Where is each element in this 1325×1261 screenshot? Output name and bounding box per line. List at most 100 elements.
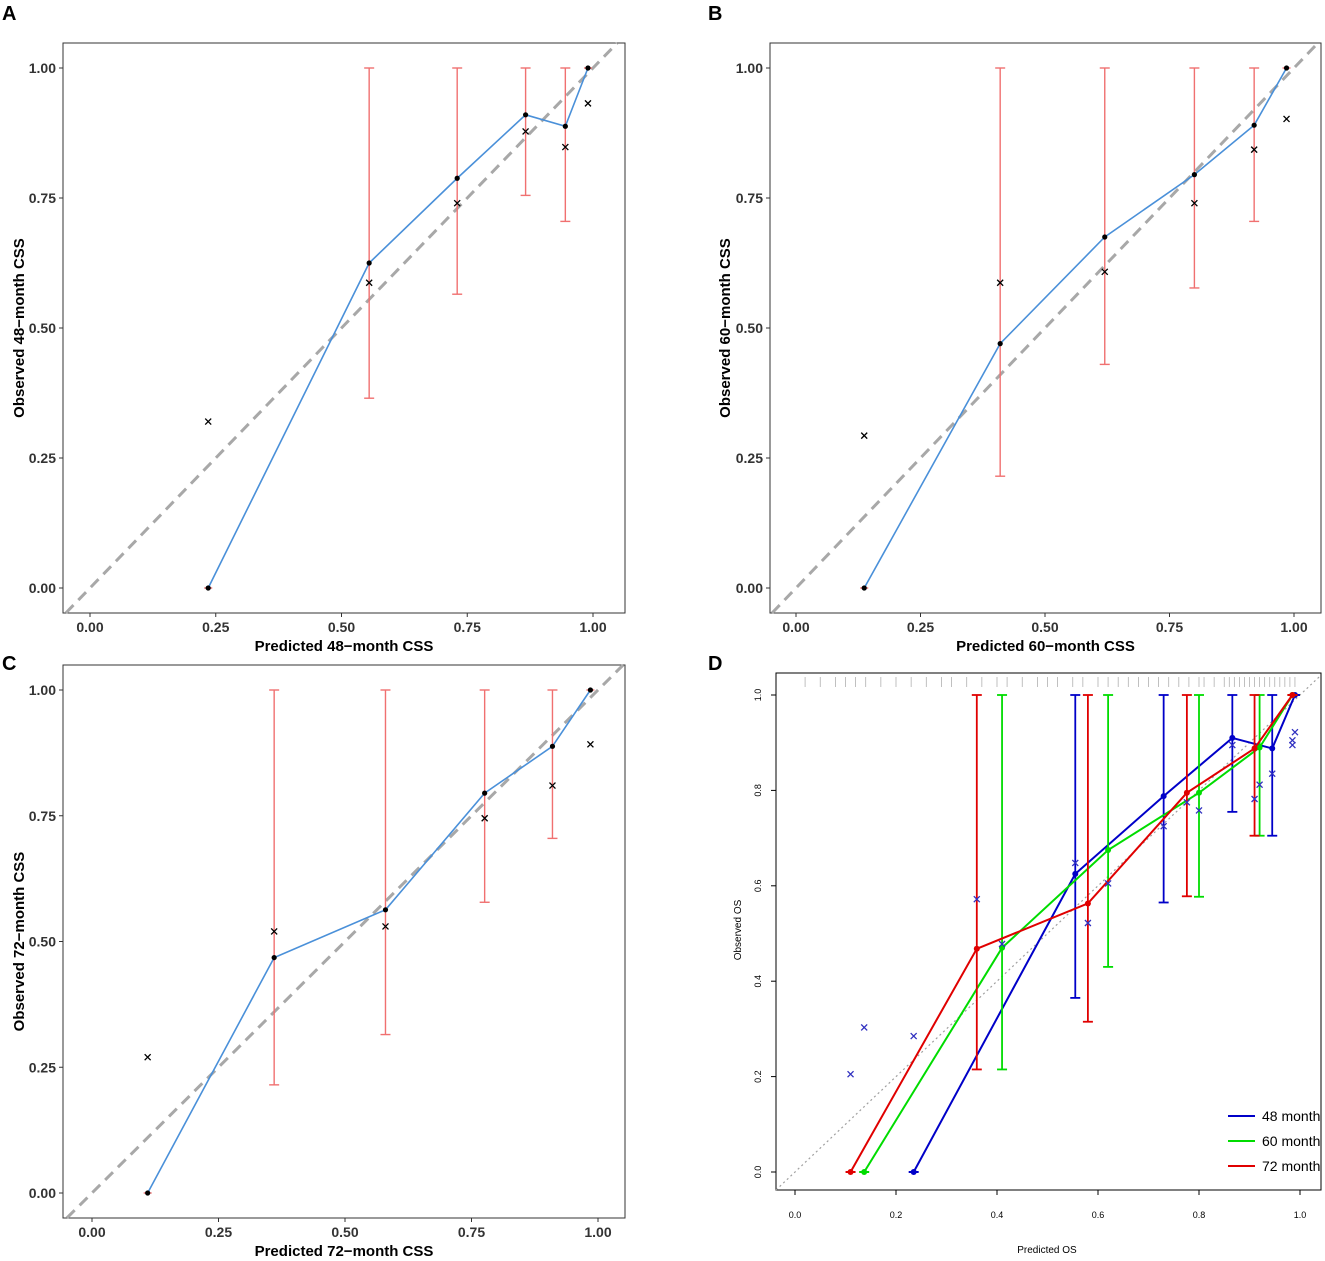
corrected-point xyxy=(973,895,981,903)
calibration-point xyxy=(1102,234,1108,240)
calibration-point xyxy=(366,260,372,266)
corrected-point-stroke xyxy=(1084,919,1092,927)
calibration-point xyxy=(1269,745,1276,752)
corrected-point xyxy=(561,143,569,151)
y-tick-label: 0.8 xyxy=(753,784,763,797)
corrected-point-stroke xyxy=(910,1032,918,1040)
corrected-point xyxy=(910,1032,918,1040)
plot-frame xyxy=(775,672,1322,1191)
y-tick-label: 1.00 xyxy=(29,682,56,698)
y-tick-label: 0.75 xyxy=(29,190,56,206)
corrected-point-stroke xyxy=(1183,798,1191,806)
panel-label-b: B xyxy=(708,3,722,25)
corrected-point-stroke xyxy=(860,1024,868,1031)
y-tick-label: 0.75 xyxy=(736,190,763,206)
corrected-point-stroke xyxy=(522,127,530,135)
y-tick-label: 0.4 xyxy=(753,975,763,988)
corrected-point xyxy=(522,127,530,135)
corrected-point-stroke xyxy=(561,143,569,151)
x-tick-label: 0.75 xyxy=(1156,619,1183,635)
legend-item: 60 month xyxy=(1228,1133,1320,1149)
calibration-point xyxy=(549,743,556,749)
error-bar xyxy=(1227,694,1238,813)
corrected-point-stroke xyxy=(847,1070,855,1078)
corrected-point-stroke xyxy=(549,782,556,790)
calibration-point xyxy=(1072,870,1079,877)
calibration-point xyxy=(910,1169,917,1175)
corrected-point xyxy=(481,814,489,822)
error-bar xyxy=(479,689,490,903)
ideal-reference-line xyxy=(64,41,619,615)
error-bar xyxy=(997,694,1008,1071)
corrected-point-stroke xyxy=(1251,795,1259,803)
y-tick-label: 1.00 xyxy=(29,60,56,76)
legend-label: 60 month xyxy=(1262,1133,1320,1149)
calibration-point xyxy=(382,907,389,913)
corrected-point xyxy=(860,1024,868,1031)
corrected-point-stroke xyxy=(860,432,868,440)
calibration-point xyxy=(861,585,867,591)
corrected-point-stroke xyxy=(365,279,373,287)
y-axis-label: Observed 48−month CSS xyxy=(11,238,28,418)
x-tick-label: 0.25 xyxy=(202,619,229,635)
y-tick-label: 0.25 xyxy=(29,450,56,466)
corrected-point-stroke xyxy=(1283,115,1290,123)
y-tick-label: 0.6 xyxy=(753,880,763,893)
x-tick-label: 0.75 xyxy=(454,619,481,635)
corrected-point-stroke xyxy=(998,940,1006,948)
ideal-reference-line xyxy=(770,41,1320,615)
y-tick-label: 0.00 xyxy=(736,580,763,596)
calibration-point xyxy=(973,945,980,952)
calibration-point xyxy=(1229,734,1236,741)
corrected-point-stroke xyxy=(382,922,389,930)
x-tick-label: 0.50 xyxy=(331,1224,358,1240)
corrected-point-stroke xyxy=(144,1053,152,1061)
x-tick-label: 0.50 xyxy=(1031,619,1058,635)
x-tick-label: 1.0 xyxy=(1294,1210,1307,1220)
calibration-point xyxy=(587,687,594,693)
calibration-point xyxy=(1191,172,1197,178)
calibration-point xyxy=(1256,744,1263,751)
calibration-point xyxy=(205,585,211,591)
calibration-point xyxy=(145,1190,151,1196)
corrected-point-stroke xyxy=(584,99,592,107)
corrected-point xyxy=(1195,806,1203,814)
corrected-point xyxy=(1101,268,1109,276)
corrected-point xyxy=(1183,798,1191,806)
corrected-point xyxy=(1228,741,1236,749)
x-tick-label: 0.25 xyxy=(205,1224,232,1240)
corrected-point xyxy=(1160,822,1168,830)
corrected-point xyxy=(204,418,212,426)
x-tick-label: 0.00 xyxy=(78,1224,105,1240)
corrected-point xyxy=(860,432,868,440)
panel-label-a: A xyxy=(2,3,16,25)
x-tick-label: 0.00 xyxy=(782,619,809,635)
error-bar xyxy=(364,67,375,399)
x-tick-label: 0.00 xyxy=(76,619,103,635)
corrected-point xyxy=(1291,728,1299,736)
corrected-point-stroke xyxy=(481,814,489,822)
corrected-point xyxy=(1256,781,1264,789)
corrected-point xyxy=(1268,770,1276,778)
corrected-point xyxy=(1288,736,1296,744)
calibration-point xyxy=(482,790,488,796)
error-bar xyxy=(547,689,558,840)
corrected-point-stroke xyxy=(1250,146,1258,154)
panel-label-d: D xyxy=(708,653,722,675)
panel-d-chart: 0.0 0.2 0.4 0.6 0.8 1.0 0.0 0.2 0.4 0.6 0.8 1.0 Pred… xyxy=(733,672,1322,1256)
y-tick-label: 0.2 xyxy=(753,1070,763,1083)
x-tick-label: 0.4 xyxy=(991,1210,1004,1220)
panel-b-chart: 0.00 0.25 0.50 0.75 1.00 0.00 0.25 0.50 0.75 1.00… xyxy=(717,41,1322,655)
error-bar xyxy=(1249,67,1260,223)
calibration-line xyxy=(863,67,1288,589)
corrected-point-stroke xyxy=(270,927,278,935)
corrected-point xyxy=(1283,115,1290,123)
corrected-point-stroke xyxy=(1101,268,1109,276)
corrected-point xyxy=(847,1070,855,1078)
corrected-point xyxy=(453,199,461,207)
corrected-point-stroke xyxy=(1071,859,1079,867)
y-tick-label: 0.00 xyxy=(29,1185,56,1201)
y-tick-label: 0.00 xyxy=(29,580,56,596)
calibration-point xyxy=(271,954,277,961)
